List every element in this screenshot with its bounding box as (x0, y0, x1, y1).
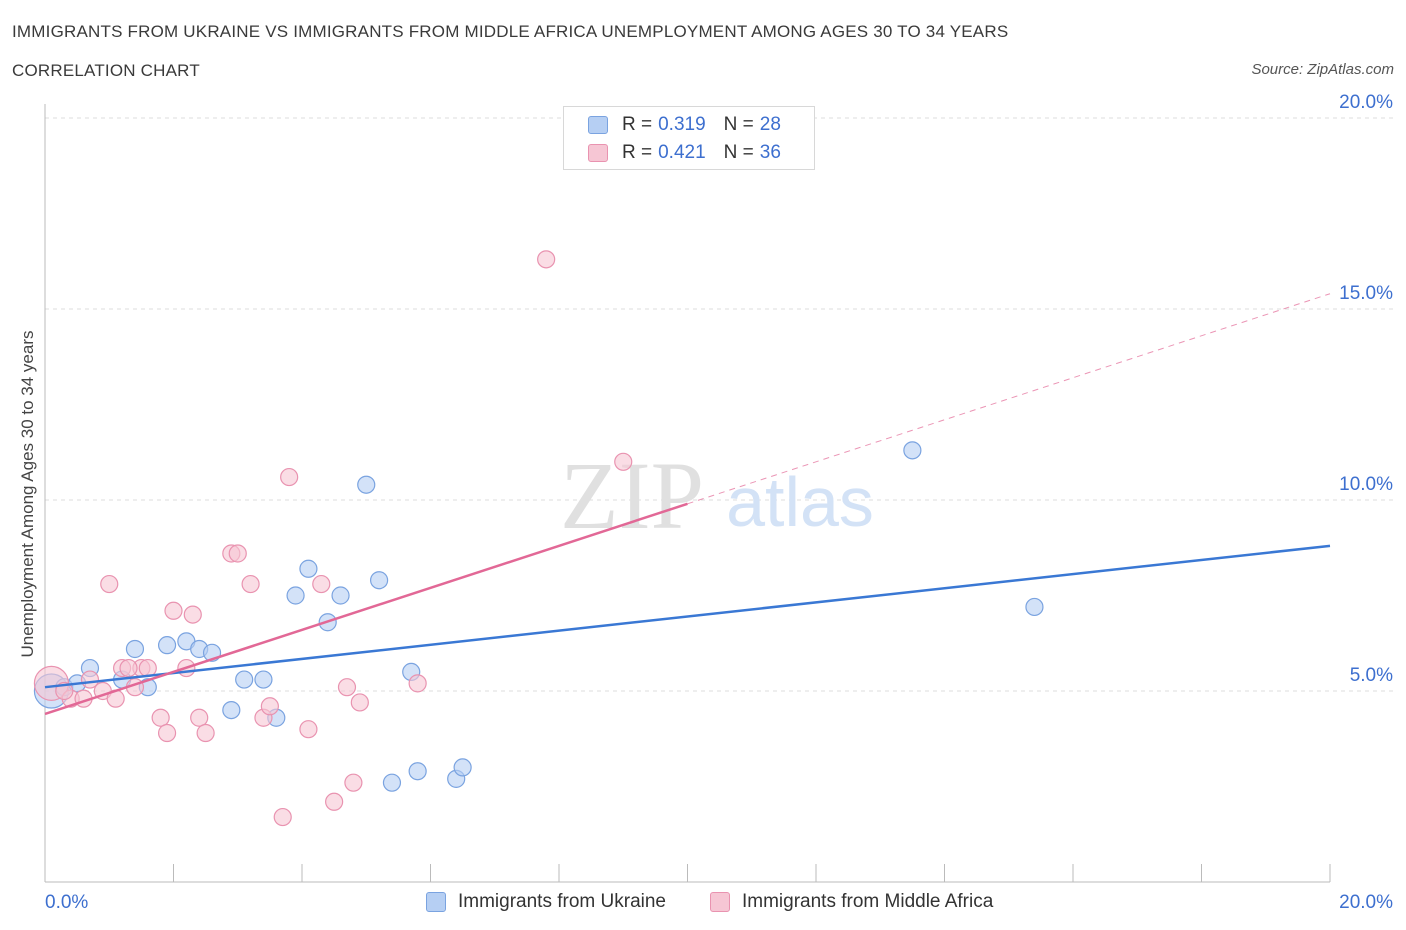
africa-point (164, 601, 183, 620)
africa-point (157, 723, 177, 743)
ukraine-point (408, 762, 427, 781)
tick-labels: 5.0% 10.0% 15.0% 20.0% 0.0% 20.0% (45, 92, 1393, 913)
africa-point (537, 250, 556, 269)
ukraine-point (286, 586, 305, 605)
ukraine-point (357, 475, 376, 494)
ukraine-legend-swatch (426, 892, 446, 912)
africa-point (408, 674, 427, 693)
legend-item-africa: Immigrants from Middle Africa (710, 889, 993, 915)
ukraine-point (222, 700, 241, 720)
ukraine-point (903, 441, 922, 460)
trend-layer (44, 293, 1331, 716)
ukraine-point (299, 559, 318, 578)
legend-n-value: 28 (759, 114, 781, 135)
legend-r-label: R = (622, 142, 653, 163)
chart-title: IMMIGRANTS FROM UKRAINE VS IMMIGRANTS FR… (12, 22, 1009, 41)
legend-n-label: N = (723, 142, 754, 163)
africa-point (100, 574, 119, 594)
ukraine-point (125, 639, 145, 659)
legend-label-ukraine: Immigrants from Ukraine (458, 891, 666, 912)
y-tick-label: 15.0% (1339, 283, 1393, 304)
africa-point (119, 658, 138, 678)
legend-r-label: R = (622, 114, 653, 135)
legend-n-value: 36 (759, 142, 781, 163)
africa-point (325, 792, 344, 811)
africa-swatch (588, 144, 608, 162)
legend-item-ukraine: Immigrants from Ukraine (426, 889, 666, 915)
ukraine-point (370, 571, 389, 590)
africa-point (260, 697, 279, 716)
africa-point (183, 605, 202, 624)
y-tick-label: 10.0% (1339, 474, 1393, 495)
correlation-legend: R = 0.319 N = 28 R = 0.421 N = 36 (563, 106, 815, 170)
ukraine-point (254, 670, 273, 689)
points-layer (33, 250, 1044, 827)
source-credit: Source: ZipAtlas.com (1251, 61, 1394, 78)
africa-point (190, 708, 209, 727)
ukraine-point (453, 758, 472, 777)
ukraine-point (235, 670, 254, 689)
x-tick-label: 20.0% (1339, 892, 1393, 913)
africa-point (344, 773, 363, 792)
legend-row-ukraine: R = 0.319 N = 28 (588, 113, 781, 137)
chart-subtitle: CORRELATION CHART (12, 61, 200, 80)
africa-point (299, 720, 318, 739)
grid-layer (45, 117, 1395, 692)
africa-point (196, 723, 215, 743)
africa-trendline (44, 502, 688, 716)
africa-point (241, 574, 260, 594)
africa-point (280, 467, 299, 487)
ukraine-point (157, 636, 177, 655)
africa-point (350, 693, 369, 712)
legend-r-value: 0.319 (658, 114, 706, 135)
x-tick-label: 0.0% (45, 892, 88, 913)
africa-point (337, 678, 357, 697)
africa-point (273, 807, 292, 827)
africa-point (312, 574, 331, 594)
y-tick-label: 5.0% (1350, 665, 1393, 686)
ukraine-point (382, 773, 402, 792)
africa-trendline-extension (687, 293, 1331, 505)
africa-point (228, 544, 247, 563)
legend-label-africa: Immigrants from Middle Africa (742, 891, 994, 912)
legend-n-label: N = (723, 114, 754, 135)
legend-row-africa: R = 0.421 N = 36 (588, 141, 781, 165)
axes-layer (44, 104, 1331, 883)
ukraine-point (331, 586, 350, 605)
watermark-zip: ZIP (560, 442, 704, 549)
africa-point (614, 452, 633, 471)
y-tick-label: 20.0% (1339, 92, 1393, 113)
africa-legend-swatch (710, 892, 730, 912)
ukraine-trendline (44, 544, 1331, 689)
ukraine-point (1025, 597, 1044, 617)
y-axis-label: Unemployment Among Ages 30 to 34 years (18, 331, 37, 658)
watermark-atlas: atlas (726, 463, 874, 541)
africa-point (151, 708, 170, 727)
ukraine-swatch (588, 116, 608, 134)
legend-r-value: 0.421 (658, 142, 706, 163)
